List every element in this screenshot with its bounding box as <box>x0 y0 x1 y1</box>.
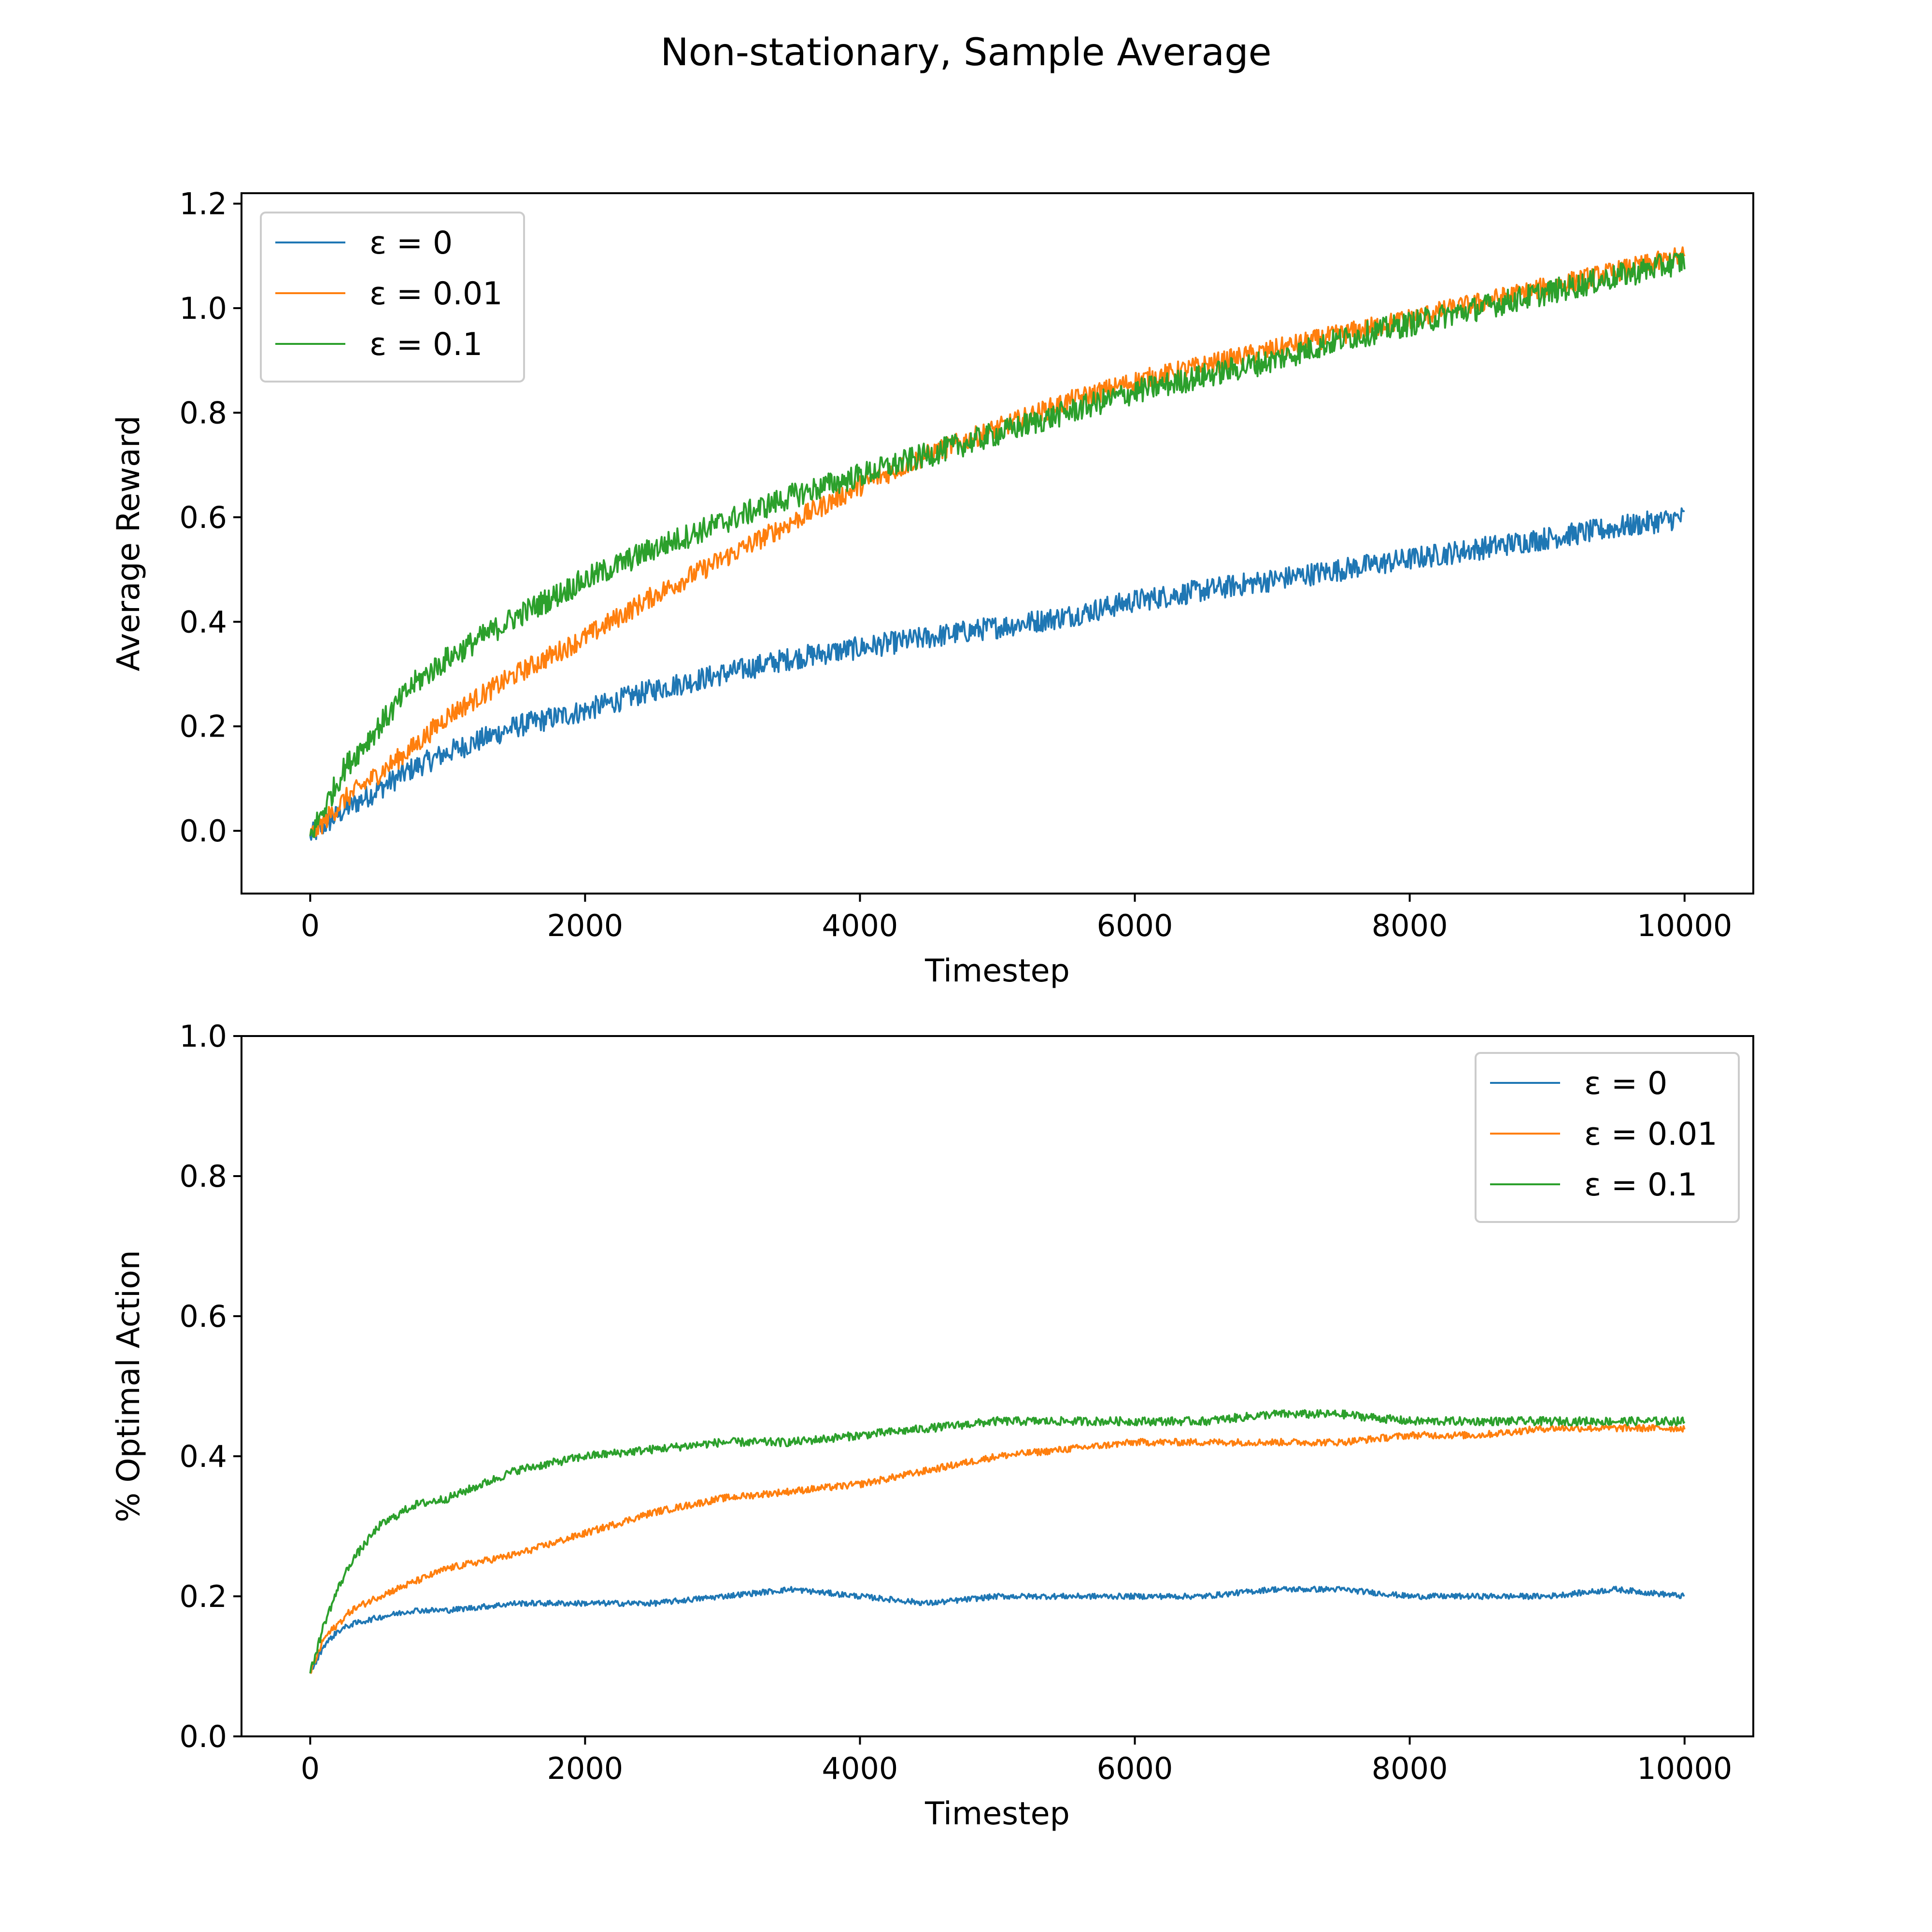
legend: ε = 0 ε = 0.01 ε = 0.1 <box>260 212 525 383</box>
x-tick-label: 4000 <box>822 908 898 943</box>
legend-label: ε = 0.1 <box>1584 1167 1697 1203</box>
legend-label: ε = 0.01 <box>1584 1116 1718 1152</box>
x-tick-label: 8000 <box>1372 908 1448 943</box>
x-tick-label: 10000 <box>1637 1751 1732 1786</box>
y-tick-label: 0.2 <box>179 709 227 744</box>
series-line-1 <box>310 1424 1686 1675</box>
axes-frame <box>241 192 1754 895</box>
y-tick-label: 0.0 <box>179 813 227 849</box>
reward-subplot: 0 2000 4000 6000 8000 10000 0.0 0.2 0.4 0.6 0.8 1.0… <box>111 186 1754 989</box>
x-tick-label: 10000 <box>1637 908 1732 943</box>
x-tick-label: 6000 <box>1097 1751 1173 1786</box>
legend-label: ε = 0.1 <box>369 327 483 363</box>
y-tick-label: 0.2 <box>179 1579 227 1614</box>
axes-frame <box>241 1035 1754 1737</box>
x-tick-label: 8000 <box>1372 1751 1448 1786</box>
series-lines <box>309 246 1686 841</box>
y-tick-label: 0.0 <box>179 1719 227 1754</box>
y-axis-label: % Optimal Action <box>111 1250 147 1522</box>
x-tick-label: 2000 <box>547 1751 623 1786</box>
y-tick-label: 0.6 <box>179 1299 227 1334</box>
y-tick-label: 0.4 <box>179 604 227 639</box>
legend-box <box>260 212 525 383</box>
y-axis-label: Average Reward <box>111 415 147 671</box>
x-tick-label: 0 <box>301 1751 320 1786</box>
y-tick-label: 0.8 <box>179 395 227 430</box>
figure-suptitle: Non-stationary, Sample Average <box>660 31 1271 74</box>
x-tick-label: 4000 <box>822 1751 898 1786</box>
legend-label: ε = 0 <box>1584 1065 1667 1102</box>
x-tick-label: 0 <box>301 908 320 943</box>
y-tick-label: 0.6 <box>179 500 227 535</box>
series-line-2 <box>309 253 1686 838</box>
y-tick-label: 1.2 <box>179 186 227 222</box>
x-axis-label: Timestep <box>924 1796 1070 1832</box>
legend-label: ε = 0 <box>369 225 453 261</box>
x-axis-label: Timestep <box>924 953 1070 989</box>
y-tick-label: 1.0 <box>179 1019 227 1054</box>
x-tick-label: 6000 <box>1097 908 1173 943</box>
x-tick-label: 2000 <box>547 908 623 943</box>
y-tick-label: 0.8 <box>179 1159 227 1194</box>
series-line-2 <box>309 1409 1686 1674</box>
legend-box <box>1475 1052 1740 1223</box>
series-line-0 <box>309 507 1685 841</box>
y-tick-label: 1.0 <box>179 291 227 326</box>
series-lines <box>309 1409 1686 1675</box>
legend: ε = 0 ε = 0.01 ε = 0.1 <box>1475 1052 1740 1223</box>
legend-label: ε = 0.01 <box>369 276 503 312</box>
y-tick-label: 0.4 <box>179 1439 227 1474</box>
series-line-0 <box>309 1586 1685 1674</box>
optimal-action-subplot: 0 2000 4000 6000 8000 10000 0.0 0.2 0.4 0.6 0.8 1.0… <box>111 1019 1754 1832</box>
